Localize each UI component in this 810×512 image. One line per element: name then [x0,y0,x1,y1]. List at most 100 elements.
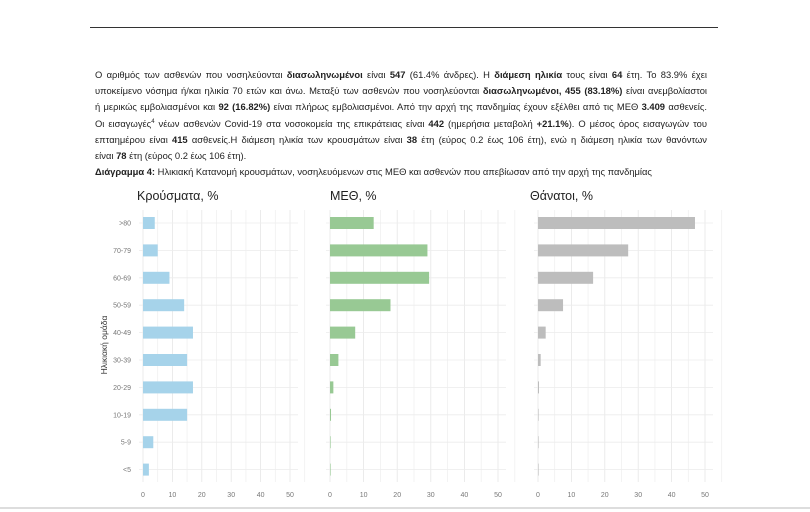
text-segment: ασθενείς. [665,100,708,112]
text-segment: έτη. Το 83.9% έχει [622,69,707,80]
paragraph-line: επταημέρου είναι 415 ασθενείς.Η διάμεση … [95,132,707,148]
chart-title: Κρούσματα, % [137,189,218,203]
x-tick-label: 20 [198,492,206,499]
x-tick-label: 0 [141,492,145,499]
x-tick-label: 40 [461,492,469,499]
bar-<5 [538,463,539,476]
bold-text: 38 [406,133,418,145]
text-segment: Οι εισαγωγές [95,117,152,129]
y-tick-label: 70-79 [113,248,131,255]
x-tick-label: 0 [536,492,540,499]
y-tick-label: 20-29 [113,385,131,392]
text-segment: Ηλικιακή Κατανομή κρουσμάτων, νοσηλευόμε… [155,165,652,177]
x-tick-label: 50 [701,492,709,499]
bold-text: 3.409 [641,100,666,112]
bold-text: 442 [428,117,445,129]
bar-30-39 [143,354,188,366]
bar-<5 [330,463,331,476]
bar-10-19 [330,408,332,421]
bar-5-9 [330,436,331,449]
x-tick-label: 30 [227,492,235,499]
bar-40-49 [143,326,193,339]
paragraph-line: ή μερικώς εμβολιασμένοι και 92 (16.82%) … [95,99,707,115]
text-segment: είναι πλήρως εμβολιασμένοι. Από την αρχή… [270,100,642,112]
paragraph-line: είναι 78 έτη (εύρος 0.2 έως 106 έτη). [95,148,707,164]
bar-40-49 [538,326,546,339]
bar-10-19 [538,408,539,421]
bar-60-69 [538,271,594,284]
text-segment: είναι [362,69,390,80]
text-segment: είναι [95,149,117,161]
text-segment: (ημερήσια μεταβολή [444,117,537,129]
bar->80 [143,217,155,229]
bar-40-49 [330,326,356,339]
bar-50-59 [538,299,564,312]
text-segment: υποκείμενο νόσημα ή/και ηλικία 70 ετών κ… [95,84,483,96]
y-tick-label: <5 [123,467,131,474]
bold-text: 64 [611,69,623,80]
bar-30-39 [538,354,541,366]
bar-70-79 [330,244,428,257]
x-tick-label: 50 [494,492,502,499]
text-segment: ). Ο μέσος όρος εισαγωγών του [568,117,707,129]
text-segment: είναι ανεμβολίαστοι [622,84,707,96]
bar-50-59 [143,299,185,312]
y-tick-label: 40-49 [113,330,131,337]
y-tick-label: 10-19 [113,412,131,419]
bar-<5 [143,463,149,476]
y-tick-label: 50-59 [113,303,131,310]
bold-text: διάμεση ηλικία [494,69,563,80]
text-segment: ή μερικώς εμβολιασμένοι και [95,100,219,112]
bar-50-59 [330,299,391,312]
bold-text: 92 (16.82%) [218,100,271,112]
bar-5-9 [538,436,539,449]
text-segment: ασθενείς.Η διάμεση ηλικία των κρουσμάτων… [187,133,407,145]
bar->80 [330,217,374,229]
bold-text: διασωληνωμένοι [286,69,363,80]
x-tick-label: 40 [257,492,265,499]
text-segment: έτη (εύρος 0.2 έως 106 έτη). [126,149,247,161]
bar-5-9 [143,436,154,449]
y-tick-label: 60-69 [113,275,131,282]
page-bottom-edge [0,507,810,509]
chart-title: ΜΕΘ, % [330,189,377,203]
bar-60-69 [330,271,430,284]
x-tick-label: 40 [668,492,676,499]
text-segment: έτη (εύρος 0.2 έως 106 έτη), ενώ η διάμε… [417,133,707,145]
x-tick-label: 0 [328,492,332,499]
bar-70-79 [538,244,629,257]
paragraph-line: υποκείμενο νόσημα ή/και ηλικία 70 ετών κ… [95,83,707,99]
bold-text: 547 [389,69,406,80]
bold-text: 78 [116,149,127,161]
bar-10-19 [143,408,188,421]
bold-text: 415 [171,133,188,145]
text-segment: τους είναι [562,69,612,80]
text-segment: επταημέρου είναι [95,133,172,145]
report-paragraph: Ο αριθμός των ασθενών που νοσηλεύονται δ… [95,67,707,179]
text-segment: (61.4% άνδρες). Η [405,69,495,80]
text-segment: 4 [151,118,155,125]
paragraph-line: Ο αριθμός των ασθενών που νοσηλεύονται δ… [95,67,707,83]
x-tick-label: 10 [360,492,368,499]
text-segment: Ο αριθμός των ασθενών που νοσηλεύονται [95,69,287,80]
bar-20-29 [538,381,540,394]
x-tick-label: 10 [169,492,177,499]
bar-70-79 [143,244,158,257]
x-tick-label: 30 [427,492,435,499]
x-tick-label: 30 [634,492,642,499]
figure-caption: Διάγραμμα 4: Ηλικιακή Κατανομή κρουσμάτω… [95,164,707,180]
bar->80 [538,217,695,229]
header-rule [90,27,718,28]
y-tick-label: 30-39 [113,358,131,365]
bold-text: +21.1% [536,117,569,129]
x-tick-label: 20 [393,492,401,499]
y-tick-label: >80 [119,221,131,228]
text-segment: νέων ασθενών Covid-19 στα νοσοκομεία της… [154,117,429,129]
bold-text: Διάγραμμα 4: [95,165,156,177]
y-tick-label: 5-9 [121,440,131,447]
bold-text: διασωληνωμένοι, 455 (83.18%) [482,84,623,96]
bar-30-39 [330,354,339,366]
chart-title: Θάνατοι, % [530,189,593,203]
y-axis-title: Ηλικιακή ομάδα [99,315,109,374]
